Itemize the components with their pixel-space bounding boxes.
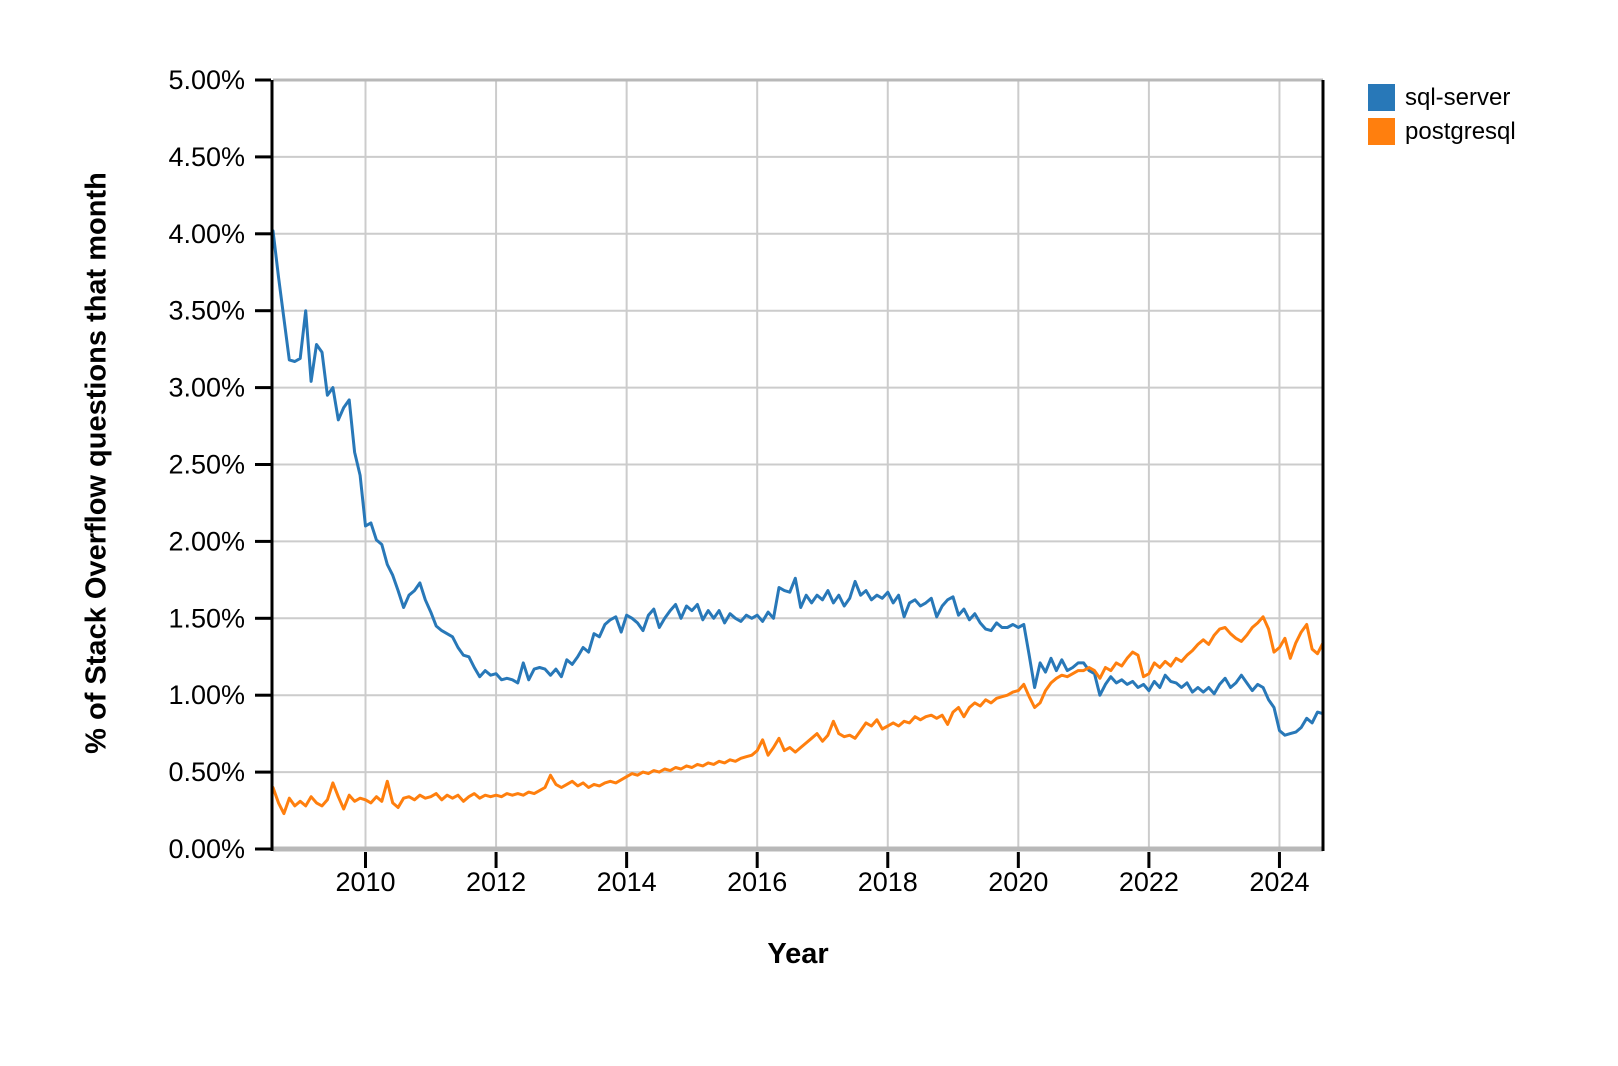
- x-tick-label: 2020: [988, 867, 1048, 897]
- legend-swatch-icon: [1368, 118, 1395, 145]
- x-tick-label: 2010: [335, 867, 395, 897]
- y-tick-label: 2.00%: [168, 526, 245, 556]
- legend-label: sql-server: [1405, 84, 1511, 111]
- x-tick-label: 2012: [466, 867, 526, 897]
- legend-item-postgresql: postgresql: [1368, 118, 1516, 145]
- y-tick-label: 0.50%: [168, 757, 245, 787]
- y-tick-label: 4.00%: [168, 219, 245, 249]
- legend-swatch-icon: [1368, 84, 1395, 111]
- x-axis-title: Year: [767, 938, 829, 970]
- y-tick-label: 4.50%: [168, 142, 245, 172]
- postgresql-line: [271, 615, 1325, 816]
- x-tick-label: 2016: [727, 867, 787, 897]
- y-tick-label: 1.50%: [168, 603, 245, 633]
- y-axis-title: % of Stack Overflow questions that month: [80, 172, 113, 754]
- x-tick-label: 2014: [597, 867, 657, 897]
- y-tick-label: 5.00%: [168, 65, 245, 95]
- y-tick-label: 0.00%: [168, 834, 245, 864]
- y-tick-label: 3.50%: [168, 296, 245, 326]
- x-tick-label: 2024: [1249, 867, 1309, 897]
- sql-server-line: [271, 229, 1325, 737]
- y-tick-label: 2.50%: [168, 450, 245, 480]
- y-tick-label: 3.00%: [168, 373, 245, 403]
- x-tick-label: 2022: [1119, 867, 1179, 897]
- legend-item-sql-server: sql-server: [1368, 84, 1516, 111]
- legend-label: postgresql: [1405, 118, 1516, 145]
- y-tick-label: 1.00%: [168, 680, 245, 710]
- x-tick-label: 2018: [858, 867, 918, 897]
- legend: sql-server postgresql: [1368, 84, 1516, 145]
